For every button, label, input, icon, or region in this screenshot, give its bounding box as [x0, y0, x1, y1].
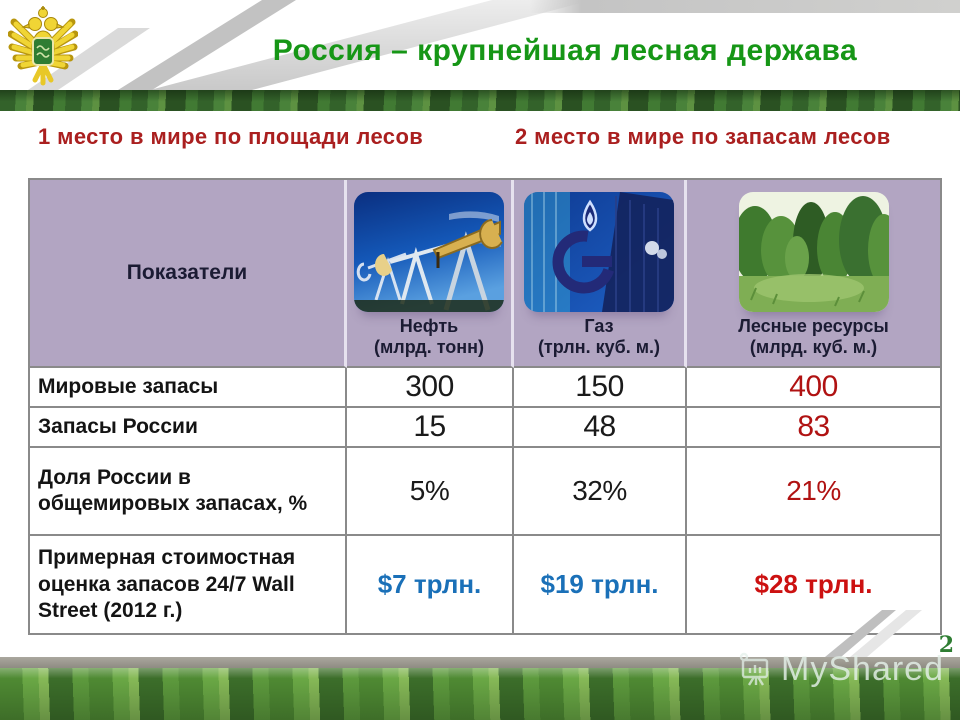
- cell-oil-value: $7 трлн.: [347, 536, 514, 634]
- slide-header: Россия – крупнейшая лесная держава: [0, 0, 960, 90]
- ranking-forest-reserves: 2 место в мире по запасам лесов: [515, 124, 891, 149]
- eagle-emblem-icon: [7, 6, 79, 86]
- presentation-board-icon: [739, 652, 769, 686]
- page-number: 2: [938, 632, 954, 658]
- forest-caption-line2: (млрд. куб. м.): [749, 337, 878, 358]
- oil-pumpjacks-photo: [354, 192, 504, 312]
- oil-caption-line1: Нефть: [399, 316, 459, 336]
- forest-strip-top: [0, 90, 960, 111]
- row-label: Мировые запасы: [30, 368, 347, 409]
- table-header-label: Показатели: [30, 180, 347, 369]
- table-header-forest: Лесные ресурсы (млрд. куб. м.): [687, 180, 940, 369]
- ranking-forest-area: 1 место в мире по площади лесов: [38, 124, 424, 149]
- table-header-oil: Нефть (млрд. тонн): [347, 180, 514, 369]
- forest-strip-bottom: [0, 668, 960, 720]
- row-russia-share: Доля России в общемировых запасах, % 5% …: [30, 448, 940, 537]
- watermark-text: MyShared: [781, 650, 944, 688]
- cell-gas-share: 32%: [514, 448, 687, 537]
- row-value-estimate: Примерная стоимостная оценка запасов 24/…: [30, 536, 940, 634]
- cell-forest-world: 400: [687, 368, 940, 409]
- table-header-row: Показатели: [30, 180, 940, 369]
- row-world-reserves: Мировые запасы 300 150 400: [30, 368, 940, 409]
- corner-decoration: [810, 610, 960, 657]
- cell-oil-world: 300: [347, 368, 514, 409]
- forest-caption-line1: Лесные ресурсы: [738, 316, 889, 336]
- forestry-agency-eagle-emblem: [7, 4, 79, 88]
- resources-comparison-table: Показатели: [28, 178, 942, 636]
- cell-gas-russia: 48: [514, 408, 687, 449]
- row-russia-reserves: Запасы России 15 48 83: [30, 408, 940, 449]
- bottom-gray-strip: [0, 657, 960, 668]
- gas-caption-line1: Газ: [584, 316, 614, 336]
- row-label: Доля России в общемировых запасах, %: [30, 448, 347, 537]
- slide-title: Россия – крупнейшая лесная держава: [272, 34, 858, 67]
- cell-oil-share: 5%: [347, 448, 514, 537]
- row-label: Запасы России: [30, 408, 347, 449]
- row-label: Примерная стоимостная оценка запасов 24/…: [30, 536, 347, 634]
- header-gray-edge: [530, 0, 960, 13]
- cell-forest-russia: 83: [687, 408, 940, 449]
- cell-forest-share: 21%: [687, 448, 940, 537]
- table-header-gas: Газ (трлн. куб. м.): [514, 180, 687, 369]
- cell-gas-value: $19 трлн.: [514, 536, 687, 634]
- oil-caption-line2: (млрд. тонн): [373, 337, 485, 358]
- gazprom-building-photo: [524, 192, 674, 312]
- header-swoosh-decoration: [0, 0, 960, 90]
- cell-gas-world: 150: [514, 368, 687, 409]
- gas-caption-line2: (трлн. куб. м.): [537, 337, 661, 358]
- forest-photo: [738, 192, 889, 312]
- cell-oil-russia: 15: [347, 408, 514, 449]
- myshared-watermark: MyShared: [737, 650, 944, 689]
